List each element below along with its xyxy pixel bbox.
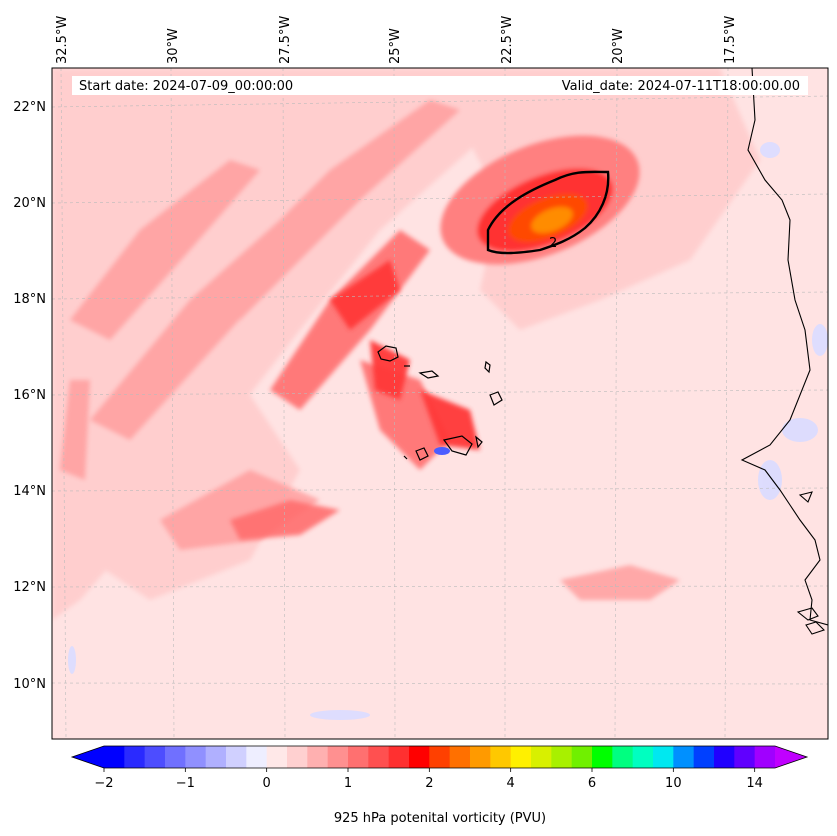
longitude-labels: 32.5°W 30°W 27.5°W 25°W 22.5°W 20°W 17.5…	[55, 16, 738, 64]
colorbar-swatch	[449, 746, 471, 768]
colorbar-under-arrow	[72, 746, 104, 768]
colorbar-swatch	[571, 746, 593, 768]
latitude-labels: 22°N 20°N 18°N 16°N 14°N 12°N 10°N	[13, 100, 46, 692]
colorbar-swatch	[368, 746, 390, 768]
negative-pv-spot	[434, 447, 450, 455]
colorbar-over-arrow	[775, 746, 807, 768]
colorbar-swatch	[592, 746, 613, 768]
valid-date-text: Valid_date: 2024-07-11T18:00:00.00	[562, 79, 800, 94]
pv-field: 2	[52, 68, 828, 739]
colorbar-title: 925 hPa potenital vorticity (PVU)	[334, 811, 546, 826]
colorbar-swatch	[632, 746, 654, 768]
colorbar-swatch	[551, 746, 573, 768]
colorbar-swatch	[307, 746, 329, 768]
colorbar-swatch	[612, 746, 634, 768]
colorbar-swatch	[124, 746, 146, 768]
colorbar-swatch	[470, 746, 491, 768]
colorbar-swatch	[205, 746, 227, 768]
colorbar-swatch	[673, 746, 695, 768]
colorbar-swatch	[388, 746, 410, 768]
cape-verde-islands	[377, 345, 503, 461]
colorbar-swatch	[104, 746, 125, 768]
colorbar-swatch	[144, 746, 166, 768]
colorbar-swatch	[266, 746, 288, 768]
lat-label: 10°N	[13, 677, 46, 692]
colorbar-swatch	[531, 746, 552, 768]
colorbar: −2 −1 0 1 2 4 6 10 14 925 hPa potenital vorticit…	[70, 745, 809, 826]
colorbar-swatch	[226, 746, 247, 768]
colorbar-tick-label: −1	[176, 776, 195, 791]
lat-label: 16°N	[13, 388, 46, 403]
colorbar-swatch	[327, 746, 349, 768]
lon-label: 20°W	[611, 28, 626, 64]
graticule	[52, 68, 828, 739]
colorbar-tick-label: 14	[746, 776, 763, 791]
contour-label: 2	[549, 236, 557, 251]
colorbar-swatch	[185, 746, 207, 768]
lat-label: 20°N	[13, 196, 46, 211]
lat-label: 14°N	[13, 484, 46, 499]
colorbar-tick-label: −2	[94, 776, 113, 791]
colorbar-swatch	[510, 746, 532, 768]
colorbar-tick-label: 10	[665, 776, 682, 791]
colorbar-tick-label: 0	[263, 776, 271, 791]
lat-label: 12°N	[13, 580, 46, 595]
lat-label: 22°N	[13, 100, 46, 115]
colorbar-tick-label: 2	[425, 776, 433, 791]
colorbar-swatch	[490, 746, 512, 768]
colorbar-swatch	[348, 746, 369, 768]
colorbar-tick-label: 1	[344, 776, 352, 791]
start-date-text: Start date: 2024-07-09_00:00:00	[79, 79, 293, 94]
africa-coastline	[740, 68, 828, 626]
lon-label: 32.5°W	[55, 16, 70, 64]
lon-label: 22.5°W	[500, 16, 515, 64]
colorbar-swatch	[409, 746, 430, 768]
colorbar-swatch	[246, 746, 268, 768]
lon-label: 27.5°W	[278, 16, 293, 64]
colorbar-swatch	[287, 746, 308, 768]
lon-label: 30°W	[166, 28, 181, 64]
colorbar-swatch	[165, 746, 186, 768]
colorbar-tick-label: 6	[588, 776, 596, 791]
lat-label: 18°N	[13, 292, 46, 307]
colorbar-swatch	[734, 746, 756, 768]
lon-label: 25°W	[388, 28, 403, 64]
pv-contour-2	[486, 170, 610, 255]
date-header-box	[72, 76, 808, 95]
lon-label: 17.5°W	[723, 16, 738, 64]
guinea-bissau-coast	[796, 491, 826, 635]
colorbar-tick-label: 4	[507, 776, 515, 791]
colorbar-swatch	[754, 746, 776, 768]
map-frame	[51, 67, 829, 740]
colorbar-swatch	[693, 746, 715, 768]
colorbar-swatch	[653, 746, 674, 768]
colorbar-swatch	[429, 746, 451, 768]
colorbar-swatch	[714, 746, 735, 768]
